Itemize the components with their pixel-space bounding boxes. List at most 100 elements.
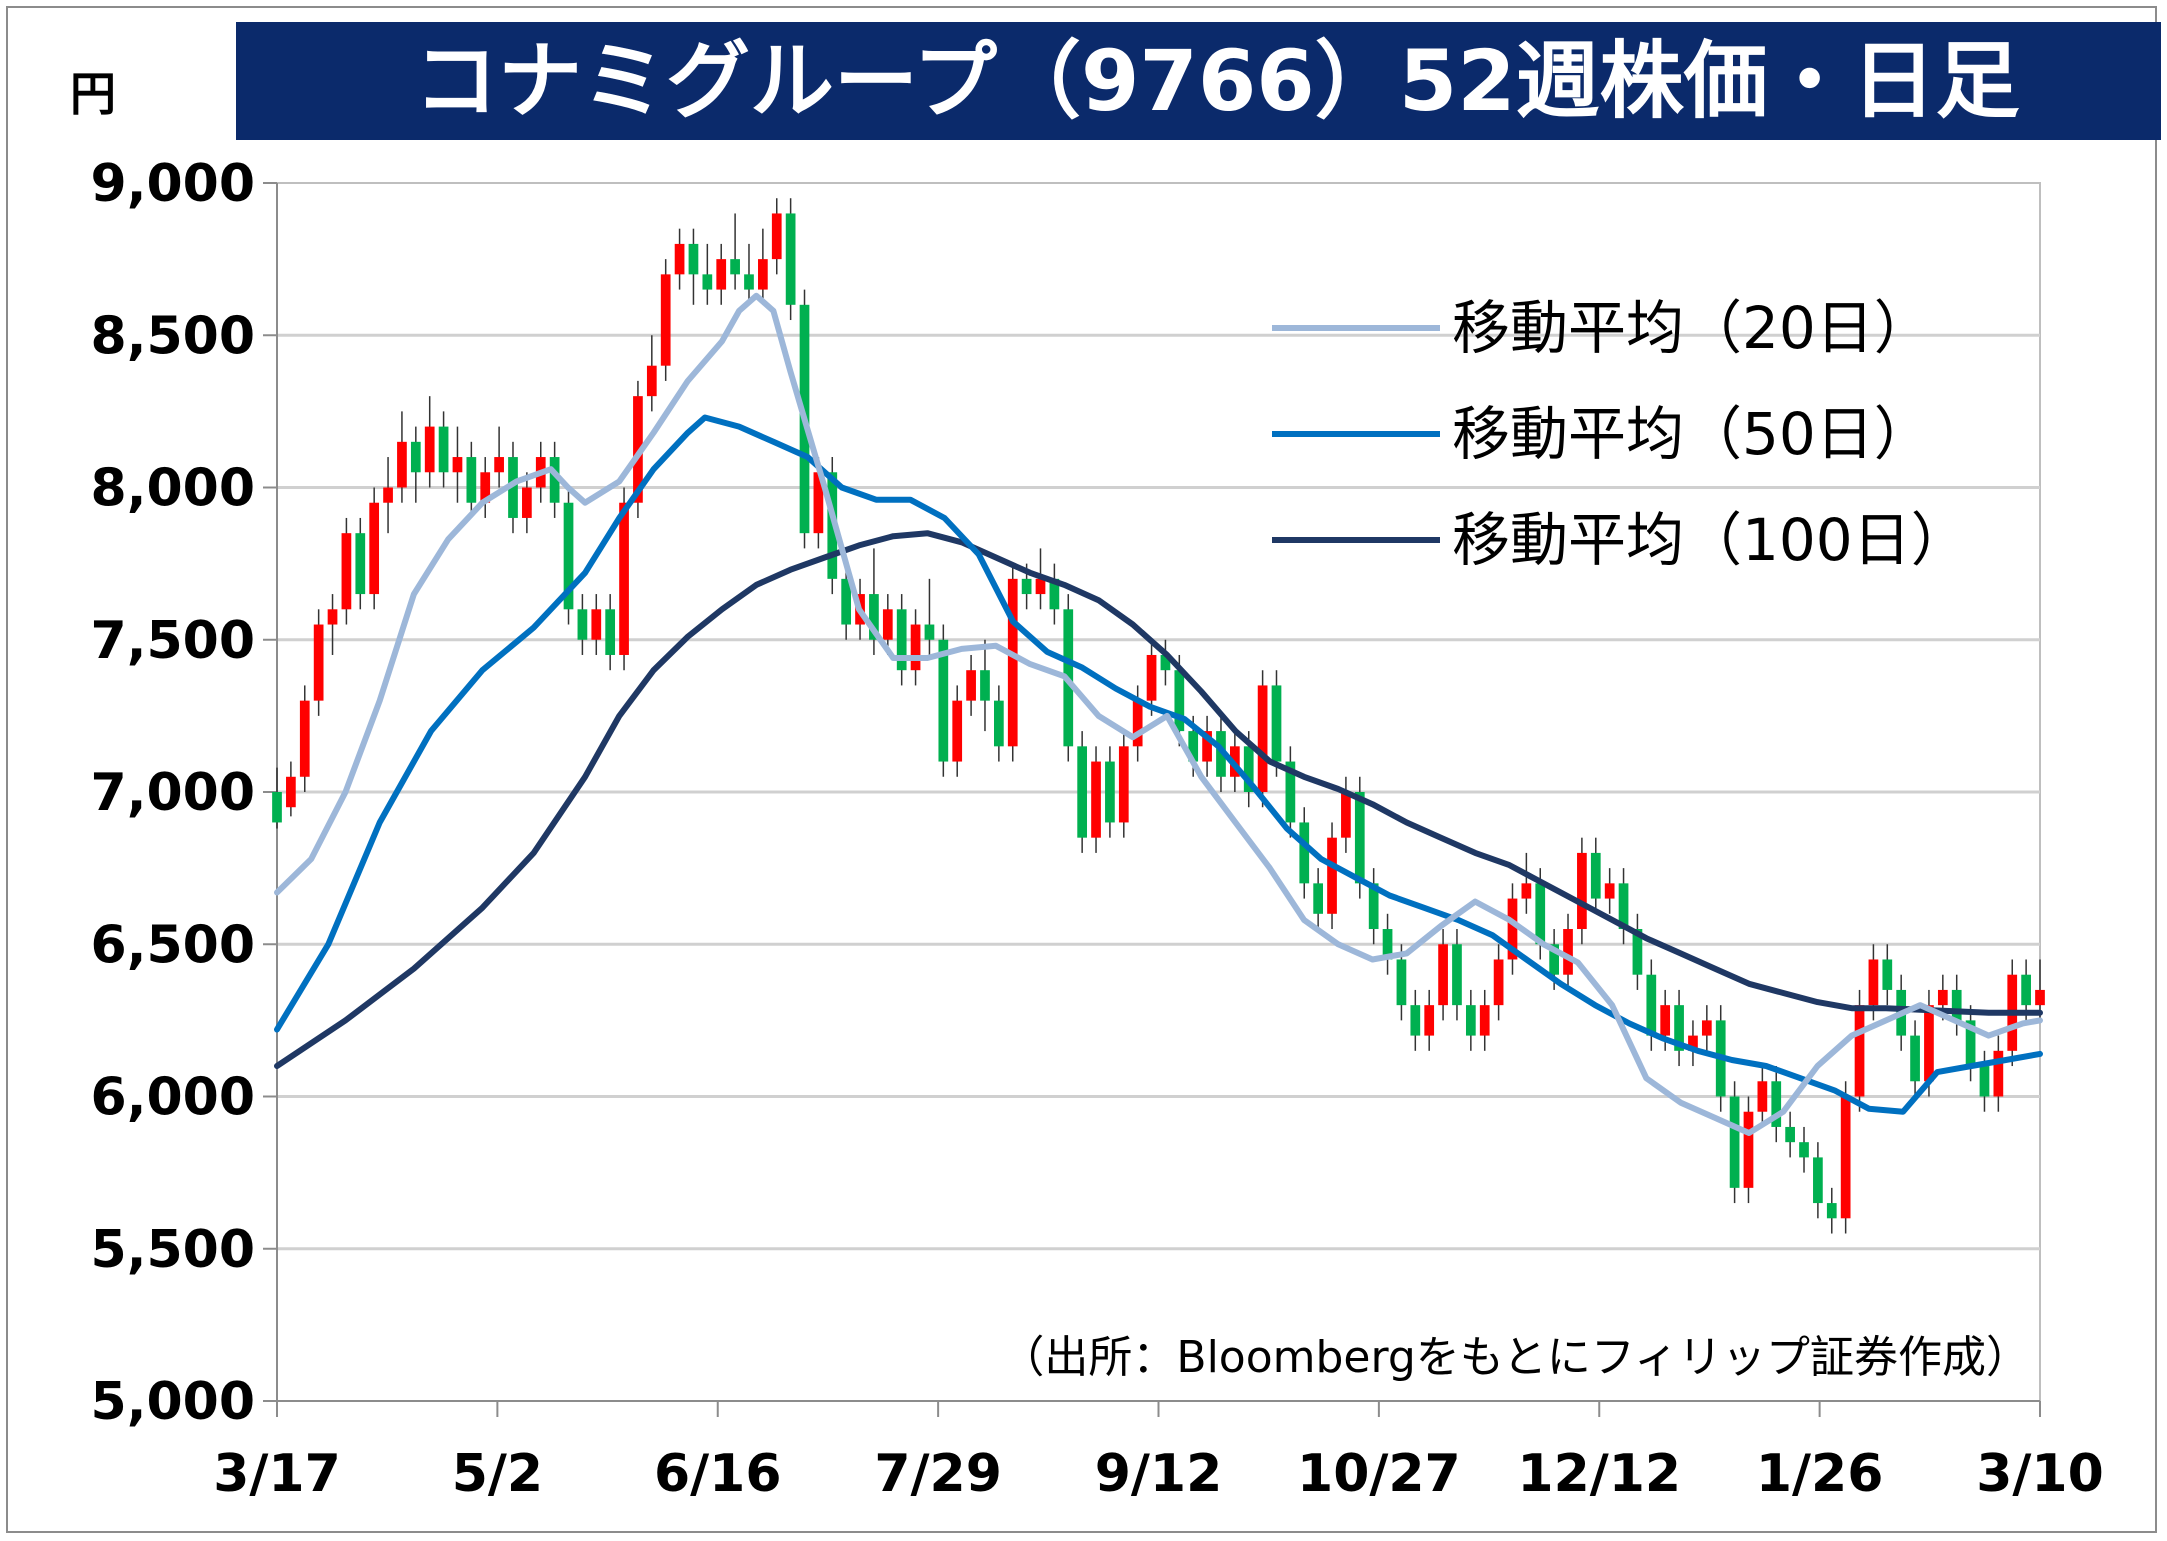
candlestick [1327,822,1337,930]
candle-body [1438,944,1448,1006]
candle-body [1757,1081,1768,1112]
candle-body [1007,578,1018,747]
candle-body [1868,959,1879,1006]
candle-body [841,578,852,625]
candlestick [1479,989,1490,1051]
x-tick-label: 6/16 [654,1444,782,1504]
candle-body [299,700,310,777]
candle-body [952,700,963,762]
candlestick [355,517,366,610]
candlestick [1799,1126,1809,1173]
candlestick [1424,989,1435,1051]
candlestick [660,259,671,381]
candlestick [1202,715,1212,777]
candlestick [1271,670,1282,777]
candlestick [1285,746,1296,838]
candlestick [563,487,574,625]
candle-body [1771,1081,1782,1127]
candlestick [1688,1020,1698,1067]
candle-body [577,609,588,640]
candle-body [2021,974,2031,1006]
candlestick [1146,639,1157,716]
candle-body [1660,1005,1671,1036]
ma50-line [274,414,2043,1115]
candlestick [1049,563,1060,625]
candlestick [1118,731,1129,838]
legend-label: 移動平均（20日） [1452,294,1932,362]
candle-body [549,457,560,503]
candle-body [424,426,435,473]
legend-item: 移動平均（20日） [1272,294,1932,362]
candle-body [1521,883,1532,899]
candlestick [313,609,324,716]
candlestick [1632,913,1643,990]
x-tick-label: 7/29 [874,1444,1002,1504]
x-tick-label: 12/12 [1517,1444,1681,1504]
candle-body [1132,700,1143,747]
candle-body [1313,883,1324,914]
candle-body [688,243,699,275]
candlestick [646,335,657,412]
candlestick [730,213,740,290]
candlestick [424,396,435,488]
candle-body [341,533,352,610]
candle-body [272,792,282,823]
candle-body [1118,746,1129,823]
candle-body [369,502,380,595]
candlestick [785,198,796,321]
candle-body [1327,837,1337,914]
candle-body [660,274,671,366]
gridlines [276,182,2041,1402]
y-tick-label: 5,500 [91,1220,255,1280]
candle-body [1035,578,1046,595]
candlestick [577,594,588,655]
candle-body [1993,1050,2004,1097]
candle-body [1077,746,1088,838]
candle-body [1341,792,1351,838]
candlestick [1993,1035,2004,1112]
candlestick [327,594,338,655]
candle-body [466,457,477,503]
candlestick [744,243,754,305]
candle-body [758,259,768,290]
y-tick-label: 8,500 [91,306,255,366]
candlestick [466,441,477,518]
candlestick [952,685,963,777]
candlestick [1840,1081,1851,1234]
candlestick [1313,868,1324,930]
candlestick [522,472,532,534]
candle-body [1590,852,1601,899]
y-tick-label: 6,000 [91,1068,255,1128]
candle-body [1618,883,1629,930]
candlestick [1563,913,1573,990]
candlestick [286,761,296,817]
candlestick [1257,670,1268,808]
candlestick [1382,913,1393,975]
x-tick-label: 5/2 [452,1444,543,1504]
candle-body [591,609,602,640]
candlestick [1091,746,1101,853]
candlestick [369,487,380,610]
candlestick [1368,868,1379,945]
candlestick [1077,731,1088,853]
candlestick [341,517,352,625]
candle-body [1285,761,1296,823]
candle-body [1951,989,1962,1021]
candle-body [882,609,893,640]
candle-body [1368,883,1379,930]
candlestick [1604,868,1615,914]
candle-body [1535,883,1546,945]
candle-body [1216,731,1226,777]
x-tick-label: 1/26 [1756,1444,1884,1504]
candle-body [1146,654,1157,701]
candle-body [1299,822,1310,884]
candlestick [1910,1020,1920,1097]
candlestick [1674,989,1684,1067]
candle-body [383,487,393,503]
candlestick [1743,1096,1754,1204]
candlestick [869,548,879,655]
candlestick [1007,563,1018,762]
candle-body [1826,1203,1837,1219]
candlestick [1757,1066,1768,1127]
candle-body [980,670,990,701]
